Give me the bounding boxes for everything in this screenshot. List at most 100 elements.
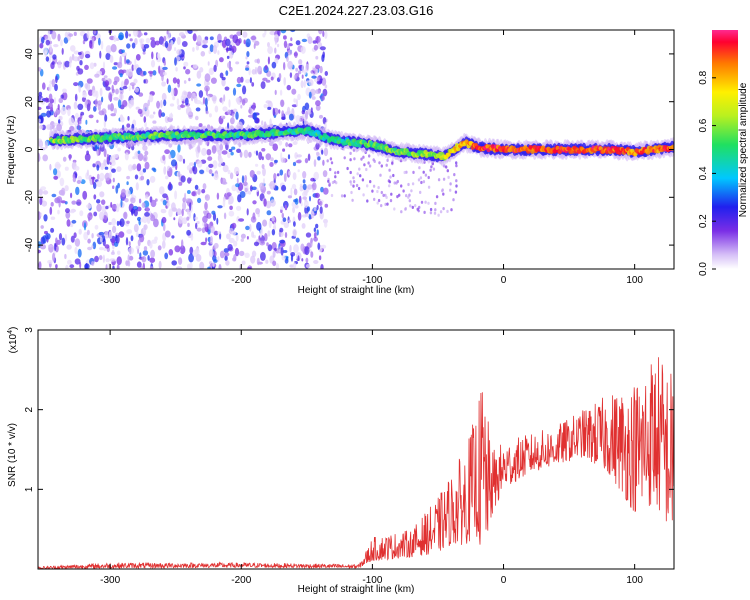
noise-point xyxy=(162,66,168,70)
noise-point xyxy=(188,210,191,219)
noise-point xyxy=(256,257,260,266)
noise-point xyxy=(127,116,130,121)
noise-point xyxy=(111,204,117,210)
noise-point xyxy=(340,194,344,198)
noise-point xyxy=(64,233,68,242)
noise-point xyxy=(270,199,276,207)
noise-point xyxy=(285,256,289,261)
noise-point xyxy=(73,56,79,62)
noise-point xyxy=(437,213,440,217)
x-tick-label: 0 xyxy=(501,575,507,586)
noise-point xyxy=(73,120,79,126)
noise-point xyxy=(219,57,224,63)
noise-point xyxy=(319,114,323,119)
noise-point xyxy=(195,99,202,105)
noise-point xyxy=(437,178,441,182)
noise-point xyxy=(93,211,98,217)
x-tick-label: -200 xyxy=(231,275,251,286)
noise-point xyxy=(144,150,149,156)
noise-point xyxy=(206,149,212,156)
noise-point xyxy=(153,168,157,173)
noise-point xyxy=(128,241,131,247)
noise-point xyxy=(213,242,219,249)
noise-point xyxy=(282,250,288,253)
noise-point xyxy=(295,237,300,243)
noise-point xyxy=(266,190,271,195)
noise-point xyxy=(239,151,243,158)
noise-point xyxy=(231,222,237,229)
noise-point xyxy=(113,35,117,42)
noise-point xyxy=(398,193,401,197)
noise-point xyxy=(101,199,106,205)
noise-point xyxy=(281,110,285,118)
noise-point xyxy=(196,227,202,232)
noise-point xyxy=(310,210,315,219)
noise-point xyxy=(292,262,297,269)
noise-point xyxy=(38,261,42,269)
noise-point xyxy=(267,56,270,65)
noise-point xyxy=(231,230,237,236)
noise-point xyxy=(229,66,233,72)
noise-point xyxy=(272,107,275,117)
noise-point xyxy=(408,199,411,203)
noise-point xyxy=(94,98,98,108)
noise-point xyxy=(246,236,249,240)
noise-point xyxy=(171,202,176,211)
noise-point xyxy=(60,106,67,116)
noise-point xyxy=(101,96,104,103)
noise-point xyxy=(130,97,134,106)
noise-point xyxy=(279,239,285,244)
noise-point xyxy=(212,160,218,169)
noise-point xyxy=(405,194,408,198)
noise-point xyxy=(211,95,217,102)
noise-point xyxy=(272,260,277,267)
noise-point xyxy=(236,76,242,84)
noise-point xyxy=(316,151,320,156)
noise-point xyxy=(366,199,369,203)
noise-point xyxy=(297,211,302,221)
noise-point xyxy=(201,189,206,194)
noise-point xyxy=(57,33,61,42)
noise-point xyxy=(123,80,128,88)
noise-point xyxy=(142,145,148,151)
noise-point xyxy=(295,160,302,164)
noise-point xyxy=(304,158,309,164)
noise-point xyxy=(266,210,272,216)
noise-point xyxy=(200,241,207,246)
noise-point xyxy=(247,114,254,118)
colorbar-tick-label: 0.4 xyxy=(698,166,709,180)
noise-point xyxy=(103,75,108,79)
noise-point xyxy=(313,260,319,264)
noise-point xyxy=(251,82,255,87)
noise-point xyxy=(261,156,264,161)
noise-point xyxy=(176,266,183,269)
noise-point xyxy=(214,105,219,113)
spectrogram-ylabel: Frequency (Hz) xyxy=(6,116,17,185)
noise-point xyxy=(66,244,72,250)
noise-point xyxy=(441,189,444,193)
noise-point xyxy=(109,258,116,262)
noise-point xyxy=(219,157,224,164)
noise-point xyxy=(44,35,49,39)
noise-point xyxy=(287,195,292,199)
noise-point xyxy=(105,264,108,269)
noise-point xyxy=(266,242,269,247)
noise-point xyxy=(176,36,181,46)
noise-point xyxy=(92,241,97,250)
noise-point xyxy=(221,181,228,185)
y-tick-label: 3 xyxy=(24,327,35,333)
noise-point xyxy=(153,218,159,228)
noise-point xyxy=(185,68,191,75)
noise-point xyxy=(154,40,160,46)
noise-point xyxy=(205,87,208,96)
noise-point xyxy=(161,81,167,87)
noise-point xyxy=(55,237,58,245)
noise-point xyxy=(71,219,77,224)
noise-point xyxy=(261,120,264,126)
y-tick-label: 1 xyxy=(24,486,35,492)
noise-point xyxy=(56,196,63,203)
noise-point xyxy=(76,180,82,184)
noise-point xyxy=(110,113,116,117)
noise-point xyxy=(324,84,328,89)
noise-point xyxy=(103,148,107,158)
